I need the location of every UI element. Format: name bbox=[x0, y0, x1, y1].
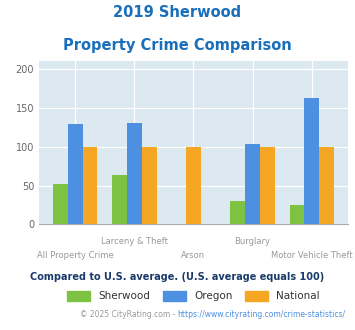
Bar bbox=[245, 144, 260, 224]
Text: Larceny & Theft: Larceny & Theft bbox=[101, 238, 168, 247]
Bar bbox=[230, 201, 245, 224]
Bar bbox=[186, 147, 201, 224]
Bar bbox=[290, 205, 304, 224]
Bar bbox=[260, 147, 275, 224]
Bar bbox=[142, 147, 157, 224]
Text: Motor Vehicle Theft: Motor Vehicle Theft bbox=[271, 250, 353, 259]
Text: Arson: Arson bbox=[181, 250, 206, 259]
Bar bbox=[83, 147, 97, 224]
Bar bbox=[127, 123, 142, 224]
Text: Compared to U.S. average. (U.S. average equals 100): Compared to U.S. average. (U.S. average … bbox=[31, 272, 324, 282]
Text: https://www.cityrating.com/crime-statistics/: https://www.cityrating.com/crime-statist… bbox=[178, 310, 346, 319]
Text: © 2025 CityRating.com -: © 2025 CityRating.com - bbox=[80, 310, 178, 319]
Bar bbox=[68, 124, 83, 224]
Bar bbox=[304, 98, 319, 224]
Bar bbox=[319, 147, 334, 224]
Bar bbox=[53, 184, 68, 224]
Text: Burglary: Burglary bbox=[235, 238, 271, 247]
Bar bbox=[112, 176, 127, 224]
Text: All Property Crime: All Property Crime bbox=[37, 250, 114, 259]
Text: Property Crime Comparison: Property Crime Comparison bbox=[63, 38, 292, 53]
Legend: Sherwood, Oregon, National: Sherwood, Oregon, National bbox=[63, 287, 324, 306]
Text: 2019 Sherwood: 2019 Sherwood bbox=[114, 5, 241, 20]
